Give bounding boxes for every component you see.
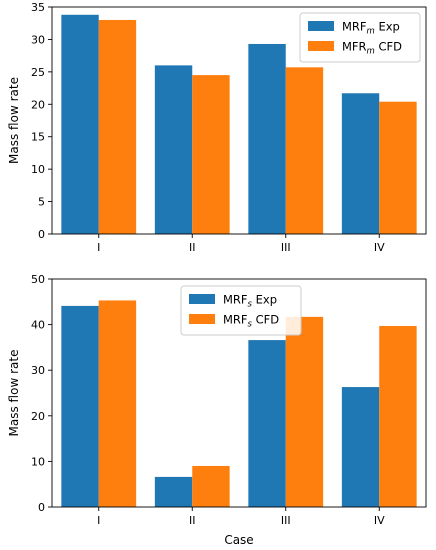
y-axis-label: Mass flow rate	[7, 350, 21, 437]
legend-entry: MRFs CFD	[223, 313, 279, 330]
legend-swatch	[308, 41, 334, 51]
legend-swatch	[189, 294, 215, 304]
x-tick-label: IV	[374, 514, 385, 527]
bar-cfd-i	[98, 19, 137, 234]
legend: MRFs Exp MRFs CFD	[180, 285, 302, 336]
y-tick-label: 25	[31, 66, 45, 79]
x-tick-label: III	[281, 514, 291, 527]
y-tick-label: 10	[31, 455, 45, 468]
y-tick-label: 50	[31, 273, 45, 286]
x-tick-label: I	[97, 514, 100, 527]
y-tick-label: 30	[31, 364, 45, 377]
bar-exp-iii	[248, 43, 286, 234]
bar-cfd-iv	[379, 325, 417, 507]
y-tick-label: 20	[31, 98, 45, 111]
x-tick-label: I	[97, 241, 100, 254]
y-tick-label: 5	[38, 196, 45, 209]
legend-entry: MFRm CFD	[342, 40, 402, 57]
y-tick-label: 35	[31, 1, 45, 14]
legend-entry: MRFs Exp	[223, 293, 277, 310]
bar-cfd-i	[98, 300, 137, 507]
y-tick-label: 0	[38, 228, 45, 241]
bar-exp-iii	[248, 340, 286, 507]
bar-exp-i	[61, 305, 99, 507]
legend-swatch	[189, 314, 215, 324]
legend-entry: MRFm Exp	[342, 20, 400, 37]
bar-exp-ii	[154, 476, 193, 507]
y-tick-label: 0	[38, 501, 45, 514]
bar-exp-iv	[341, 387, 380, 507]
axes-frame	[51, 278, 427, 508]
legend: MRFm Exp MFRm CFD	[299, 12, 421, 63]
y-tick-label: 10	[31, 163, 45, 176]
y-tick-label: 40	[31, 319, 45, 332]
x-tick-label: II	[189, 241, 196, 254]
x-axis-label: Case	[224, 533, 253, 547]
bar-exp-iv	[341, 93, 380, 234]
bar-cfd-ii	[192, 465, 230, 507]
bar-cfd-iii	[285, 316, 324, 507]
axes-frame	[51, 6, 427, 235]
bar-cfd-iv	[379, 101, 417, 234]
y-tick-label: 20	[31, 410, 45, 423]
x-tick-label: III	[281, 241, 291, 254]
y-tick-label: 30	[31, 33, 45, 46]
bar-cfd-iii	[285, 67, 324, 234]
legend-swatch	[308, 21, 334, 31]
x-tick-label: IV	[374, 241, 385, 254]
y-tick-label: 15	[31, 131, 45, 144]
bar-cfd-ii	[192, 75, 230, 234]
y-axis-label: Mass flow rate	[7, 77, 21, 164]
bar-exp-ii	[154, 65, 193, 235]
bar-exp-i	[61, 14, 99, 235]
x-tick-label: II	[189, 514, 196, 527]
